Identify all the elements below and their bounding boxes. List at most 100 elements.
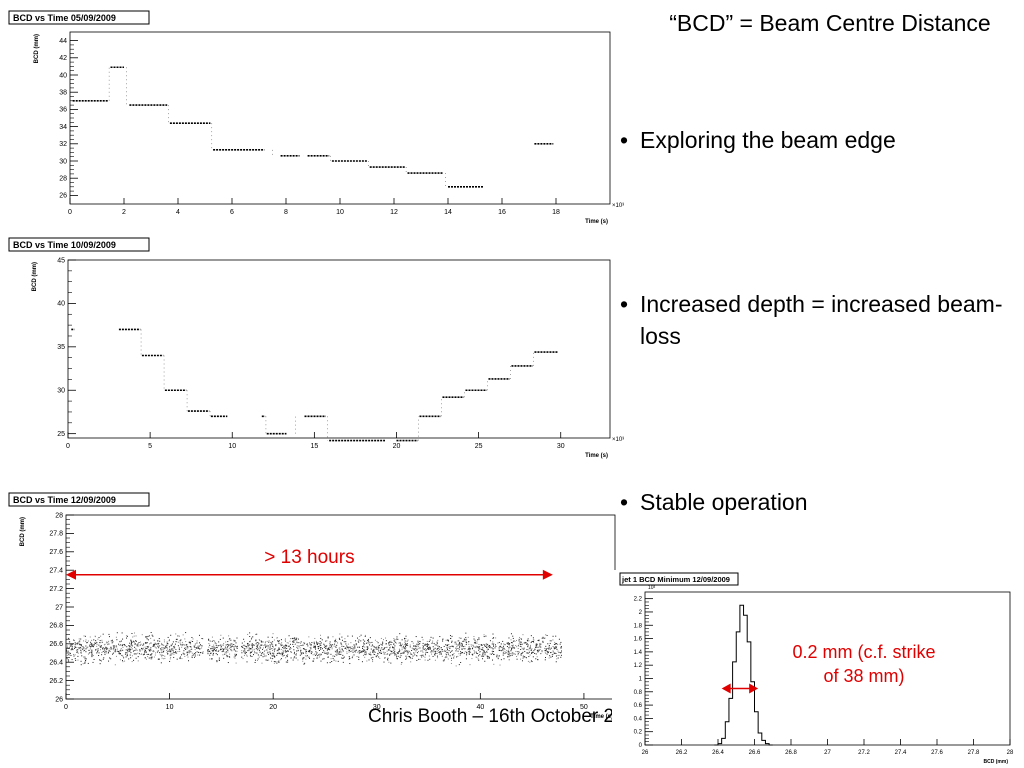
data-point — [386, 646, 388, 648]
data-point — [436, 655, 438, 657]
data-point — [394, 654, 396, 656]
data-point — [96, 642, 98, 644]
data-point — [372, 661, 374, 663]
data-point — [370, 653, 372, 655]
data-point — [297, 647, 299, 649]
x-tick-label: 2 — [122, 209, 126, 216]
data-point — [472, 647, 474, 649]
data-point — [70, 644, 72, 646]
histogram-bin — [740, 605, 744, 745]
data-point — [381, 652, 383, 654]
data-point — [113, 648, 115, 650]
data-point — [83, 650, 85, 652]
data-point — [461, 651, 463, 653]
data-point — [150, 649, 152, 651]
data-point — [73, 653, 75, 655]
data-point — [90, 651, 92, 653]
data-point — [254, 650, 256, 652]
data-point — [432, 650, 434, 652]
data-point — [186, 648, 188, 650]
y-tick-label: 40 — [57, 301, 65, 308]
data-point — [528, 640, 530, 642]
data-point — [391, 651, 393, 653]
data-point — [129, 650, 131, 652]
data-point — [210, 648, 212, 650]
data-point — [249, 635, 251, 637]
data-point — [272, 650, 274, 652]
data-point — [136, 649, 138, 651]
data-point — [320, 660, 322, 662]
data-point — [148, 645, 150, 647]
data-point — [295, 638, 297, 640]
x-tick-label: 20 — [393, 443, 401, 450]
plot-title-box — [8, 492, 150, 507]
data-point — [120, 640, 122, 642]
data-point — [98, 652, 100, 654]
data-point — [303, 663, 305, 665]
data-point — [449, 646, 451, 648]
histogram-bin — [725, 722, 729, 745]
data-point — [319, 647, 321, 649]
data-point — [226, 656, 228, 658]
data-point — [382, 649, 384, 651]
data-point — [187, 647, 189, 649]
data-point — [491, 650, 493, 652]
data-point — [286, 647, 288, 649]
data-point — [101, 641, 103, 643]
data-point — [468, 648, 470, 650]
data-point — [326, 653, 328, 655]
data-point — [326, 652, 328, 654]
x-tick-label: 30 — [373, 704, 381, 711]
data-point — [478, 655, 480, 657]
data-point — [251, 644, 253, 646]
data-point — [246, 655, 248, 657]
data-point — [515, 650, 517, 652]
data-point — [104, 649, 106, 651]
data-point — [202, 652, 204, 654]
data-point — [135, 653, 137, 655]
data-point — [456, 644, 458, 646]
data-point — [255, 643, 257, 645]
data-point — [331, 646, 333, 648]
data-point — [362, 646, 364, 648]
data-point — [175, 652, 177, 654]
data-point — [130, 641, 132, 643]
data-point — [286, 654, 288, 656]
data-point — [116, 632, 118, 634]
data-point — [385, 643, 387, 645]
data-point — [478, 659, 480, 661]
data-point — [555, 643, 557, 645]
data-point — [369, 637, 371, 639]
data-point — [393, 651, 395, 653]
data-point — [320, 647, 322, 649]
data-point — [104, 654, 106, 656]
data-point — [194, 644, 196, 646]
data-point — [378, 647, 380, 649]
data-point — [246, 647, 248, 649]
data-point — [410, 653, 412, 655]
data-point — [281, 642, 283, 644]
data-point — [308, 656, 310, 658]
data-point — [121, 645, 123, 647]
data-point — [373, 650, 375, 652]
y-tick-label: 1.6 — [634, 637, 643, 643]
data-point — [413, 649, 415, 651]
data-point — [353, 646, 355, 648]
data-point — [443, 659, 445, 661]
data-point — [487, 649, 489, 651]
data-point — [445, 653, 447, 655]
data-point — [180, 644, 182, 646]
data-point — [492, 648, 494, 650]
data-point — [216, 646, 218, 648]
y-tick-label: 0.4 — [634, 716, 643, 722]
data-point — [510, 649, 512, 651]
data-point — [312, 654, 314, 656]
data-point — [302, 652, 304, 654]
data-point — [412, 648, 414, 650]
data-point — [555, 646, 557, 648]
data-point — [317, 657, 319, 659]
data-point — [252, 644, 254, 646]
data-point — [527, 646, 529, 648]
data-point — [442, 650, 444, 652]
data-point — [290, 638, 292, 640]
